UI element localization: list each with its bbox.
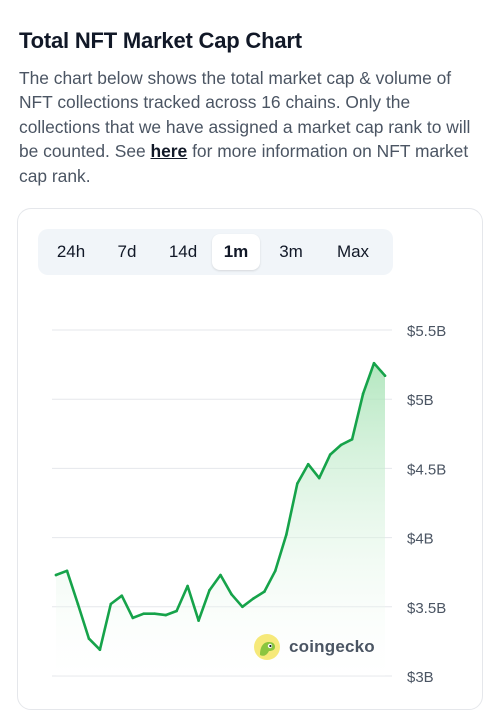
description-text-start: The chart below shows the total market c… <box>19 68 471 162</box>
coingecko-logo-icon <box>254 634 280 660</box>
description-text-end: for more information on NFT market cap r… <box>19 141 469 186</box>
data-point <box>241 605 244 609</box>
data-point <box>153 612 156 615</box>
data-point <box>296 482 299 485</box>
data-point <box>208 588 211 592</box>
data-point <box>98 648 102 651</box>
data-point <box>317 476 321 480</box>
data-point <box>339 443 343 447</box>
data-point <box>274 569 277 573</box>
data-point <box>175 609 178 613</box>
range-tab-7d[interactable]: 7d <box>117 242 137 261</box>
data-point <box>252 597 255 600</box>
y-tick-label: $5B <box>407 392 434 409</box>
data-point <box>76 602 80 606</box>
page-title: Total NFT Market Cap Chart <box>19 28 302 53</box>
y-tick-label: $3B <box>407 669 434 684</box>
data-point <box>372 361 376 365</box>
data-point <box>131 616 135 620</box>
page-description: The chart below shows the total market c… <box>19 66 489 188</box>
data-point <box>65 569 69 573</box>
data-point <box>230 593 233 596</box>
data-point <box>54 573 58 577</box>
time-range-selector: 24h 7d 14d 1m 3m Max <box>38 229 393 275</box>
data-point <box>383 374 387 378</box>
data-point <box>197 619 200 622</box>
y-tick-label: $5.5B <box>407 323 446 340</box>
range-tab-24h[interactable]: 24h <box>56 242 86 261</box>
data-point <box>263 590 266 593</box>
series-area <box>56 363 385 676</box>
data-point <box>142 612 145 615</box>
watermark-text: coingecko <box>289 637 375 656</box>
range-tab-1m[interactable]: 1m <box>212 234 260 270</box>
data-point <box>306 462 310 466</box>
data-point <box>164 613 167 617</box>
data-point <box>109 602 113 606</box>
data-point <box>120 594 124 597</box>
data-point <box>186 584 189 588</box>
coingecko-watermark: coingecko <box>253 633 375 661</box>
data-point <box>361 392 365 396</box>
data-point <box>285 533 288 537</box>
market-cap-rank-link[interactable]: here <box>150 141 188 162</box>
range-tab-14d[interactable]: 14d <box>168 242 198 261</box>
market-cap-chart: $3B $3.5B $4B $4.5B $5B $5.5B <box>52 323 446 684</box>
data-point <box>219 573 222 577</box>
data-point <box>350 438 354 441</box>
y-tick-label: $4.5B <box>407 461 446 478</box>
y-tick-label: $4B <box>407 531 434 548</box>
data-point <box>87 637 91 640</box>
data-point <box>328 453 332 456</box>
y-tick-label: $3.5B <box>407 600 446 617</box>
range-tab-max[interactable]: Max <box>336 242 370 261</box>
range-tab-3m[interactable]: 3m <box>279 242 303 261</box>
